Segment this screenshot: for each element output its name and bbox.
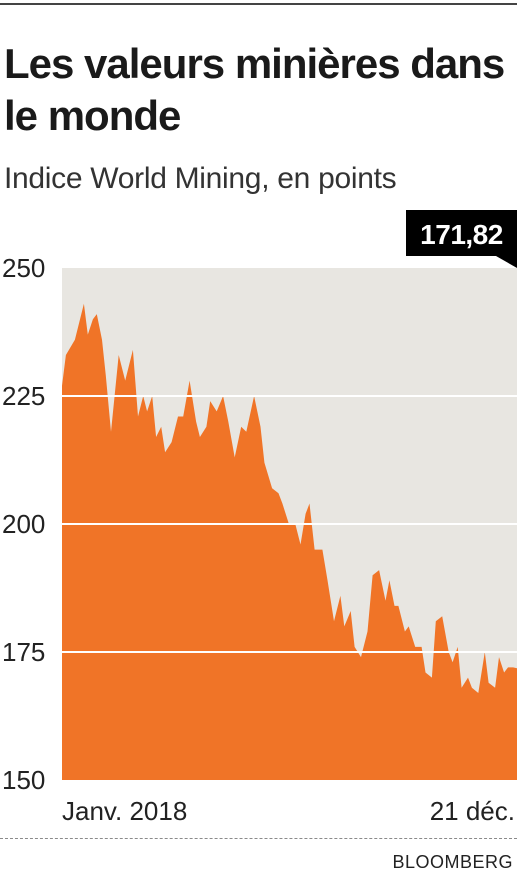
gridlines	[62, 395, 517, 653]
x-axis-ticks: Janv. 2018 21 déc.	[62, 796, 515, 826]
source-label: BLOOMBERG	[392, 852, 513, 872]
y-axis-ticks: 250 225 200 175 150	[2, 253, 45, 795]
y-tick-label: 150	[2, 765, 45, 795]
x-tick-label: Janv. 2018	[62, 796, 187, 826]
top-rule	[0, 3, 517, 5]
series-area	[62, 303, 517, 780]
chart-title: Les valeurs minières dans le monde	[4, 40, 505, 139]
y-tick-label: 225	[2, 381, 45, 411]
last-value-callout: 171,82	[406, 210, 517, 268]
last-value-callout-pointer	[496, 256, 517, 268]
y-tick-label: 200	[2, 509, 45, 539]
y-tick-label: 175	[2, 637, 45, 667]
area-chart: 250 225 200 175 150 Janv. 2018 21 déc. 171,82	[2, 210, 517, 826]
last-value-callout-box	[406, 210, 517, 256]
last-value-label: 171,82	[420, 219, 503, 250]
y-tick-label: 250	[2, 253, 45, 283]
bottom-rule	[0, 838, 517, 839]
chart-subtitle: Indice World Mining, en points	[4, 162, 397, 195]
x-tick-label: 21 déc.	[430, 796, 515, 826]
